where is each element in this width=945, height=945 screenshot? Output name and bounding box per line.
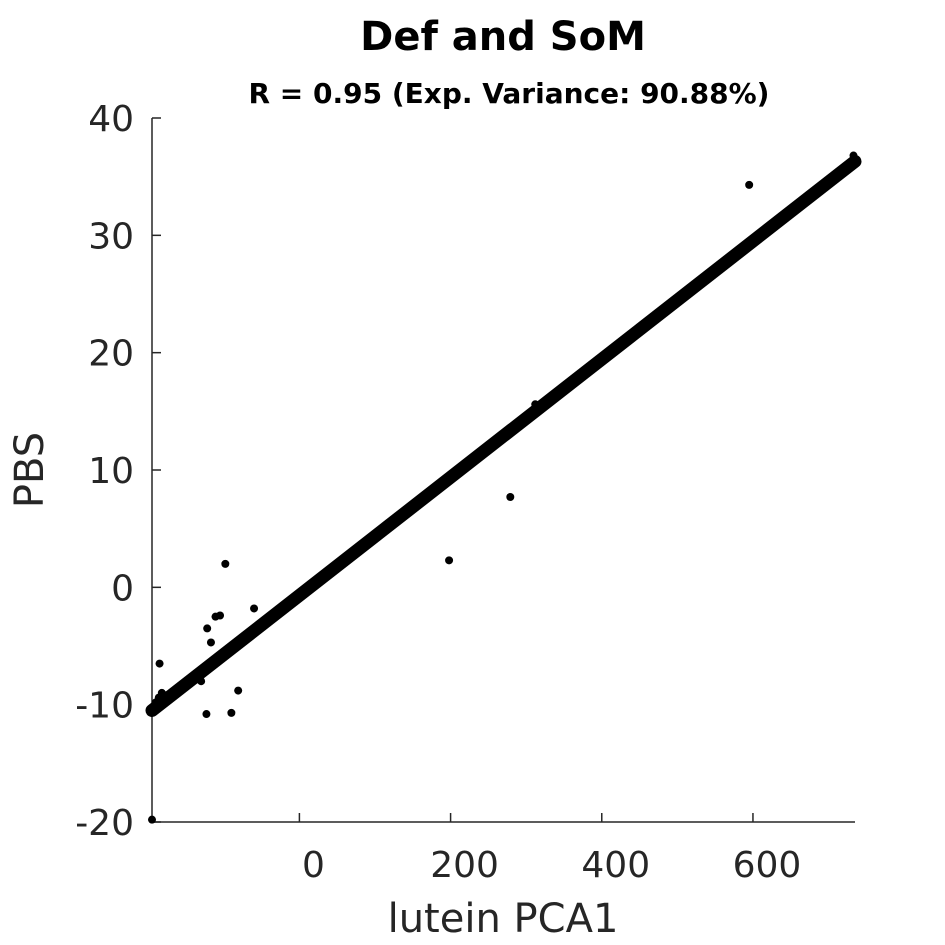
x-tick-label: 0 (302, 845, 325, 886)
x-tick-label: 600 (733, 845, 802, 886)
data-point (221, 559, 230, 568)
data-point (197, 677, 206, 686)
points-group (148, 151, 858, 824)
chart-title: Def and SoM (360, 14, 646, 60)
data-point (849, 151, 858, 160)
y-axis-label: PBS (7, 432, 53, 508)
x-axis-label: lutein PCA1 (388, 896, 619, 942)
y-tick-label: 30 (88, 216, 134, 257)
data-point (745, 180, 754, 189)
y-tick-label: 40 (88, 99, 134, 140)
data-point (227, 708, 236, 717)
data-point (506, 492, 515, 501)
y-tick-label: 20 (88, 334, 134, 375)
y-tick-label: -10 (75, 686, 134, 727)
x-tick-label: 400 (581, 845, 650, 886)
data-point (250, 604, 259, 613)
fit-line (145, 154, 862, 718)
chart-subtitle: R = 0.95 (Exp. Variance: 90.88%) (249, 77, 770, 110)
data-point (148, 815, 156, 824)
y-tick-label: 10 (88, 451, 134, 492)
data-point (202, 710, 211, 719)
data-point (531, 400, 540, 409)
data-point (155, 659, 164, 668)
data-point (445, 556, 454, 565)
data-point (153, 700, 162, 709)
data-point (234, 686, 243, 695)
axes (151, 118, 855, 823)
data-point (216, 611, 225, 620)
y-tick-label: -20 (75, 803, 134, 844)
y-tick-label: 0 (111, 568, 134, 609)
data-point (203, 624, 212, 633)
data-point (206, 638, 215, 647)
fit-line-group (145, 154, 862, 718)
data-point (849, 158, 858, 167)
x-tick-label: 200 (430, 845, 499, 886)
data-point (163, 692, 172, 701)
